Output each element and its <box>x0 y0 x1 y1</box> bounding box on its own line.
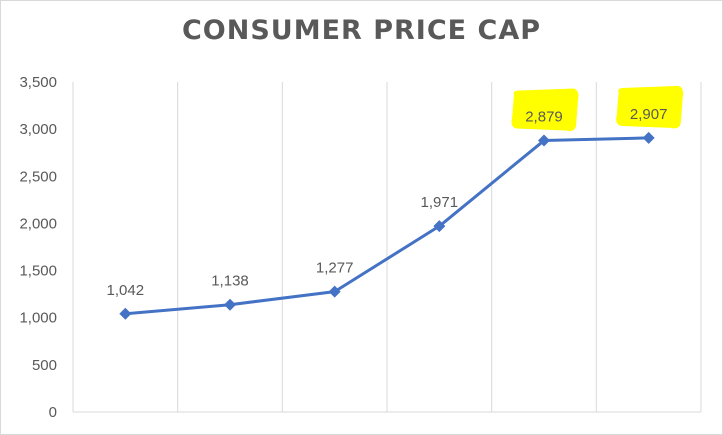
y-tick-label: 3,500 <box>19 74 57 91</box>
y-tick-label: 500 <box>32 357 57 374</box>
y-tick-label: 3,000 <box>19 121 57 138</box>
data-point <box>538 134 550 147</box>
data-point <box>119 307 132 320</box>
highlight-marker <box>511 88 579 132</box>
data-label: 1,138 <box>211 273 249 290</box>
series-line <box>125 136 649 316</box>
y-tick-label: 1,000 <box>19 310 57 327</box>
data-label: 2,907 <box>630 106 668 123</box>
highlight-marker <box>616 85 684 129</box>
y-tick-label: 2,500 <box>19 168 57 185</box>
data-point <box>328 285 341 298</box>
y-tick-label: 2,000 <box>19 215 57 232</box>
data-label: 1,277 <box>316 260 354 277</box>
y-tick-label: 1,500 <box>19 263 57 280</box>
data-point <box>642 131 655 144</box>
chart-title: CONSUMER PRICE CAP <box>181 15 542 46</box>
data-point <box>224 298 236 311</box>
data-label: 1,042 <box>107 282 145 299</box>
y-tick-label: 0 <box>49 404 57 421</box>
data-point <box>433 220 446 233</box>
data-label: 2,879 <box>525 109 563 126</box>
data-label: 1,971 <box>421 194 459 211</box>
